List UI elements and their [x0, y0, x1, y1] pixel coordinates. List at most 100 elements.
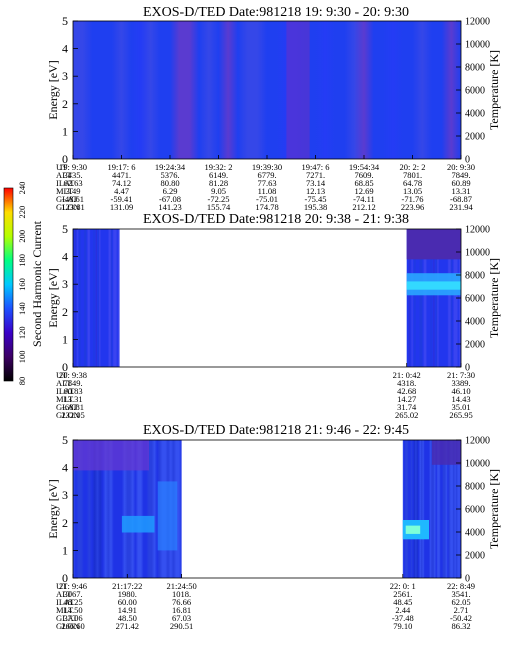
ephemeris-row-label: GLAT — [56, 194, 79, 204]
y2-tick-label: 4000 — [465, 528, 485, 539]
y2-tick-label: 2000 — [465, 132, 485, 143]
ephemeris-row-label: ALT — [56, 378, 73, 388]
colorbar-tick-label: 220 — [17, 206, 27, 219]
ephemeris-value: 6779. — [257, 170, 276, 180]
ephemeris-row-label: GLON — [56, 202, 80, 212]
ephemeris-value: 60.89 — [451, 178, 470, 188]
ephemeris-value: 223.96 — [401, 202, 424, 212]
ephemeris-value: 21: 9:46 — [59, 581, 87, 591]
ephemeris-value: 123.81 — [61, 202, 84, 212]
ephemeris-value: 14.27 — [397, 394, 416, 404]
ephemeris-value: 13.31 — [451, 186, 470, 196]
panel-3-ticks: 0 1 2 3 4 5 0 2000 4000 6000 8000 10000 12000 — [62, 433, 490, 585]
ephemeris-value: -48.61 — [62, 194, 84, 204]
ephemeris-value: 48.25 — [63, 597, 82, 607]
ephemeris-value: 14.43 — [451, 394, 470, 404]
ephemeris-row-label: MLT — [56, 605, 74, 615]
spectrogram-feature — [405, 525, 421, 534]
colorbar-tick-label: 240 — [17, 182, 27, 195]
y2-tick-label: 8000 — [465, 271, 485, 282]
y-tick-label: 5 — [62, 222, 68, 236]
ephemeris-value: -72.25 — [208, 194, 230, 204]
ephemeris-value: 7849. — [63, 378, 82, 388]
colorbar-tick-label: 100 — [17, 351, 27, 364]
ephemeris-value: 79.10 — [393, 621, 412, 631]
ephemeris-value: 271.42 — [116, 621, 139, 631]
ephemeris-value: 4318. — [397, 378, 416, 388]
ephemeris-value: 35.01 — [451, 402, 470, 412]
y2-tick-label: 6000 — [465, 86, 485, 97]
panel-3: EXOS-D/TED Date:981218 21: 9:46 - 22: 9:… — [46, 423, 501, 631]
ephemeris-value: 21:24:50 — [166, 581, 196, 591]
y2-tick-label: 12000 — [465, 436, 490, 447]
ephemeris-row-label: ILAT — [56, 178, 75, 188]
ephemeris-value: 21: 0:42 — [393, 370, 421, 380]
ephemeris-value: -75.45 — [305, 194, 327, 204]
ephemeris-value: -59.41 — [111, 194, 133, 204]
y-tick-label: 3 — [62, 277, 68, 291]
panel-2-y2label: Temperature [K] — [487, 258, 501, 338]
colorbar-tick-label: 140 — [17, 302, 27, 315]
ephemeris-value: 21:17:22 — [112, 581, 142, 591]
ephemeris-value: 81.28 — [209, 178, 228, 188]
colorbar-tick-label: 80 — [17, 377, 27, 386]
ephemeris-value: 4471. — [112, 170, 131, 180]
ephemeris-value: 212.12 — [352, 202, 375, 212]
panel-2-title: EXOS-D/TED Date:981218 20: 9:38 - 21: 9:… — [143, 212, 409, 227]
ephemeris-value: 20: 9:30 — [447, 162, 475, 172]
y-tick-label: 1 — [62, 543, 68, 557]
ephemeris-value: 7849. — [451, 170, 470, 180]
ephemeris-row-label: UT — [56, 581, 68, 591]
ephemeris-value: 3541. — [451, 589, 470, 599]
ephemeris-value: 19: 9:30 — [59, 162, 87, 172]
colorbar-ticks: 80 100 120 140 160 180 200 220 240 — [17, 182, 27, 386]
panel-1-ticks: 0 1 2 3 4 5 0 2000 4000 6000 8000 10000 12000 — [62, 14, 490, 166]
ephemeris-value: 20: 9:38 — [59, 370, 87, 380]
y2-tick-label: 2000 — [465, 340, 485, 351]
spectrogram-feature — [406, 281, 461, 290]
ephemeris-value: 80.80 — [160, 178, 179, 188]
ephemeris-value: 9.05 — [211, 186, 226, 196]
y2-tick-label: 0 — [465, 363, 470, 374]
ephemeris-row-label: GLAT — [56, 402, 79, 412]
ephemeris-value: 13.31 — [63, 394, 82, 404]
spectrogram-feature — [121, 515, 155, 533]
ephemeris-value: 22: 0: 1 — [390, 581, 416, 591]
spectrogram-feature — [157, 481, 178, 551]
ephemeris-value: 3.49 — [66, 186, 81, 196]
spectrogram-feature — [406, 229, 461, 260]
ephemeris-value: 76.66 — [172, 597, 191, 607]
panel-2-plot-bg — [73, 229, 461, 367]
ephemeris-value: -75.01 — [256, 194, 278, 204]
ephemeris-value: 37.06 — [63, 613, 82, 623]
ephemeris-value: 16.81 — [172, 605, 191, 615]
y-tick-label: 1 — [62, 124, 68, 138]
ephemeris-value: 131.09 — [110, 202, 133, 212]
colorbar-tick-label: 200 — [17, 230, 27, 243]
ephemeris-value: 20: 2: 2 — [400, 162, 426, 172]
y2-tick-label: 8000 — [465, 482, 485, 493]
panel-1-data — [73, 21, 461, 159]
ephemeris-value: 6149. — [209, 170, 228, 180]
ephemeris-value: 60.00 — [118, 597, 137, 607]
y-tick-label: 4 — [62, 42, 68, 56]
y2-tick-label: 10000 — [465, 40, 490, 51]
y2-tick-label: 10000 — [465, 459, 490, 470]
ephemeris-value: 19:47: 6 — [301, 162, 329, 172]
panel-2: EXOS-D/TED Date:981218 20: 9:38 - 21: 9:… — [46, 212, 501, 420]
y2-tick-label: 4000 — [465, 109, 485, 120]
spectrogram-feature — [286, 21, 310, 159]
ephemeris-value: 5376. — [160, 170, 179, 180]
y-tick-label: 0 — [62, 152, 68, 166]
ephemeris-value: 174.78 — [255, 202, 278, 212]
ephemeris-row-label: MLT — [56, 186, 74, 196]
panel-1-title: EXOS-D/TED Date:981218 19: 9:30 - 20: 9:… — [143, 5, 409, 20]
ephemeris-value: 19:32: 2 — [204, 162, 232, 172]
colorbar: 80 100 120 140 160 180 200 220 240 Second Harmon… — [3, 182, 44, 386]
ephemeris-value: 266.60 — [61, 621, 84, 631]
ephemeris-value: 195.38 — [304, 202, 327, 212]
ephemeris-value: -67.08 — [159, 194, 181, 204]
y-tick-label: 3 — [62, 69, 68, 83]
